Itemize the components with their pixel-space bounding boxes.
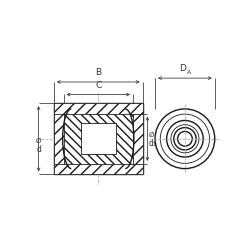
Text: d₁: d₁ bbox=[148, 139, 156, 148]
Text: C: C bbox=[95, 81, 102, 90]
Text: d: d bbox=[36, 145, 41, 154]
Text: D: D bbox=[179, 64, 186, 73]
Bar bbox=[54, 103, 142, 114]
Text: Ø: Ø bbox=[148, 132, 154, 138]
Text: B: B bbox=[95, 68, 101, 77]
Bar bbox=[133, 114, 142, 164]
Bar bbox=[54, 164, 142, 174]
Bar bbox=[64, 114, 133, 164]
Text: Ø: Ø bbox=[36, 138, 41, 144]
Bar bbox=[54, 114, 64, 164]
Text: A: A bbox=[187, 70, 191, 75]
Bar bbox=[81, 123, 116, 154]
